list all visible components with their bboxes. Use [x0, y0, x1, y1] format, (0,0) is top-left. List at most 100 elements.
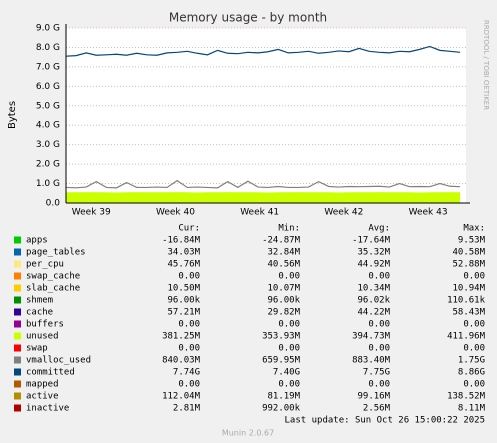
stat-value: -17.64M: [352, 236, 391, 246]
stat-value: 138.52M: [447, 392, 486, 402]
legend-swatch: [14, 272, 21, 280]
legend-label: apps: [26, 236, 48, 246]
stat-value: -24.87M: [262, 236, 301, 246]
stat-value: 883.40M: [352, 356, 391, 366]
legend-swatch: [14, 332, 21, 340]
legend-swatch: [14, 308, 21, 316]
legend-label: active: [26, 392, 59, 402]
stat-value: 353.93M: [262, 332, 301, 342]
stat-value: 58.43M: [452, 308, 485, 318]
y-tick-label: 8.0 G: [36, 43, 60, 53]
legend-swatch: [14, 344, 21, 352]
line: [65, 45, 461, 57]
stat-value: 99.16M: [357, 392, 390, 402]
y-tick-label: 7.0 G: [36, 62, 60, 72]
stat-value: 0.00: [463, 344, 485, 354]
legend-swatch: [14, 248, 21, 256]
legend-label: shmem: [26, 296, 53, 306]
stat-value: 45.76M: [167, 260, 200, 270]
stat-value: 2.81M: [173, 404, 201, 414]
legend-label: inactive: [26, 404, 69, 414]
side-text: RRDTOOL / TOBI OETIKER: [482, 20, 490, 110]
stat-value: 8.11M: [458, 404, 486, 414]
stat-header: Min:: [278, 224, 300, 234]
stat-value: 659.95M: [262, 356, 301, 366]
legend-label: buffers: [26, 320, 64, 330]
legend-swatch: [14, 368, 21, 376]
y-tick-label: 0.0: [46, 199, 61, 209]
stat-value: 0.00: [278, 320, 300, 330]
stat-value: 2.56M: [363, 404, 391, 414]
stat-value: 44.92M: [357, 260, 390, 270]
stat-value: 0.00: [278, 272, 300, 282]
stat-value: -16.84M: [162, 236, 201, 246]
stat-value: 7.40G: [273, 368, 300, 378]
stat-value: 0.00: [368, 272, 390, 282]
legend-label: page_tables: [26, 248, 86, 258]
legend-swatch: [14, 284, 21, 292]
stat-value: 0.00: [463, 320, 485, 330]
x-tick-label: Week 40: [156, 208, 195, 218]
legend-swatch: [14, 236, 21, 244]
stat-value: 40.56M: [267, 260, 300, 270]
stat-value: 411.96M: [447, 332, 486, 342]
legend-swatch: [14, 404, 21, 412]
legend-label: mapped: [26, 380, 59, 390]
y-tick-label: 6.0 G: [36, 82, 60, 92]
stat-value: 35.32M: [357, 248, 390, 258]
stat-value: 96.02k: [357, 296, 390, 306]
stat-value: 0.00: [178, 344, 200, 354]
legend-label: slab_cache: [26, 284, 80, 294]
stat-value: 0.00: [278, 344, 300, 354]
stat-value: 9.53M: [458, 236, 486, 246]
plot-area: [66, 28, 466, 203]
x-tick-label: Week 39: [72, 208, 111, 218]
stat-value: 8.86G: [458, 368, 485, 378]
legend-label: vmalloc_used: [26, 356, 91, 366]
legend-swatch: [14, 260, 21, 268]
area: [66, 192, 461, 203]
y-tick-label: 5.0 G: [36, 101, 60, 111]
legend-swatch: [14, 392, 21, 400]
stat-value: 0.00: [278, 380, 300, 390]
legend-swatch: [14, 356, 21, 364]
stat-value: 10.94M: [452, 284, 485, 294]
legend-label: unused: [26, 332, 59, 342]
stat-value: 10.50M: [167, 284, 200, 294]
legend-label: committed: [26, 368, 75, 378]
legend-label: swap: [26, 344, 48, 354]
stat-value: 840.03M: [162, 356, 201, 366]
stat-value: 32.84M: [267, 248, 300, 258]
stat-value: 40.58M: [452, 248, 485, 258]
x-tick-label: Week 43: [409, 208, 448, 218]
stat-value: 52.88M: [452, 260, 485, 270]
stat-value: 34.03M: [167, 248, 200, 258]
stat-header: Max:: [463, 224, 485, 234]
stat-value: 57.21M: [167, 308, 200, 318]
stat-value: 1.75G: [458, 356, 485, 366]
legend-label: per_cpu: [26, 260, 64, 270]
stat-value: 96.00k: [167, 296, 200, 306]
stat-value: 0.00: [178, 320, 200, 330]
x-tick-label: Week 42: [324, 208, 363, 218]
stat-value: 0.00: [368, 344, 390, 354]
stat-header: Avg:: [368, 224, 390, 234]
stat-value: 992.00k: [262, 404, 301, 414]
stat-value: 394.73M: [352, 332, 391, 342]
stat-value: 381.25M: [162, 332, 201, 342]
legend-label: swap_cache: [26, 272, 80, 282]
y-tick-label: 2.0 G: [36, 160, 60, 170]
stat-value: 96.00k: [267, 296, 300, 306]
stat-header: Cur:: [178, 224, 200, 234]
stat-value: 0.00: [368, 320, 390, 330]
x-tick-label: Week 41: [240, 208, 279, 218]
stat-value: 81.19M: [267, 392, 300, 402]
stat-value: 10.34M: [357, 284, 390, 294]
y-axis-label: Bytes: [7, 101, 18, 129]
y-tick-label: 9.0 G: [36, 24, 60, 34]
stat-value: 44.22M: [357, 308, 390, 318]
legend-label: cache: [26, 308, 53, 318]
line: [65, 179, 461, 189]
stat-value: 7.74G: [173, 368, 200, 378]
